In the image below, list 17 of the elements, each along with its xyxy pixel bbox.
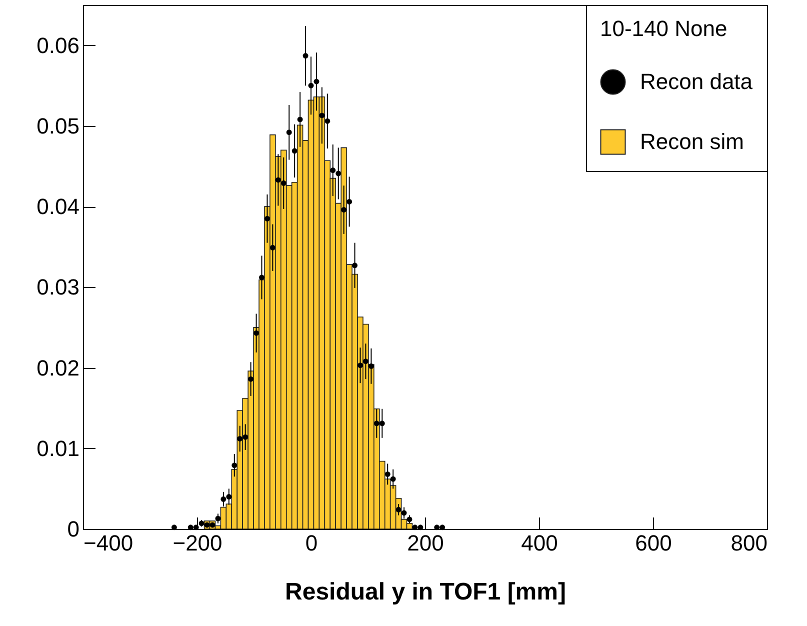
x-tick-label: 400 [521,530,558,556]
y-tick-label: 0.05 [36,113,80,138]
y-tick-label: 0.03 [36,274,80,300]
x-tick-label: 600 [635,530,672,556]
y-tick-label: 0.01 [36,436,80,461]
y-tick-label: 0.04 [36,194,80,220]
y-tick-label: 0.06 [36,32,80,58]
legend-title: 10-140 None [600,16,728,41]
x-tick-label: 800 [730,530,768,556]
x-axis-title: Residual y in TOF1 [mm] [285,578,566,606]
legend-label: Recon data [640,69,754,94]
x-tick-label: −200 [172,530,222,556]
legend-label: Recon sim [640,129,744,154]
x-tick-label: 200 [407,530,444,556]
x-tick-label: 0 [305,530,318,556]
x-tick-label: −400 [84,530,134,556]
y-tick-label: 0.02 [36,355,80,380]
